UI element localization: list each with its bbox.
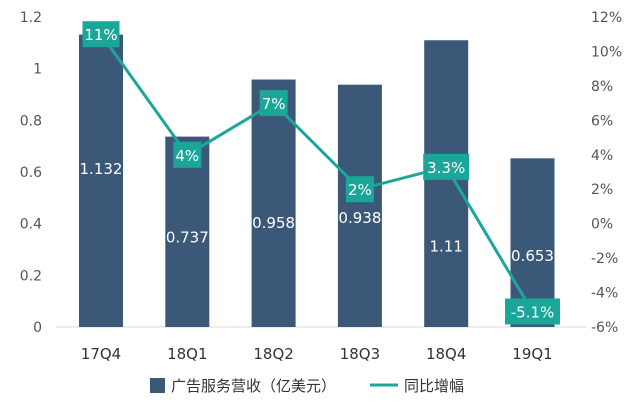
right-tick-label: 12% [591, 10, 622, 26]
left-tick-label: 0.2 [20, 268, 42, 284]
bar [79, 34, 123, 328]
legend: 广告服务营收（亿美元） 同比增幅 [150, 377, 464, 395]
legend-bar-label: 广告服务营收（亿美元） [171, 377, 336, 395]
bar-data-label: 0.737 [166, 229, 209, 247]
left-tick-label: 1 [33, 62, 42, 78]
x-tick-label: 18Q2 [253, 345, 293, 363]
right-tick-label: -2% [591, 251, 618, 267]
line-data-labels: 11% 4% 7% 2% 3.3% -5.1% [82, 21, 560, 325]
x-tick-label: 19Q1 [512, 345, 552, 363]
bar-data-label: 1.132 [80, 160, 123, 178]
x-tick-label: 18Q1 [167, 345, 207, 363]
legend-bar-swatch [150, 378, 165, 393]
bar-data-label: 1.11 [429, 238, 462, 256]
right-axis: -6% -4% -2% 0% 2% 4% 6% 8% 10% 12% [591, 10, 622, 336]
left-tick-label: 0.4 [20, 217, 42, 233]
growth-line [99, 33, 534, 313]
left-tick-label: 0.8 [20, 113, 42, 129]
line-series [99, 33, 534, 313]
line-label-box [345, 176, 374, 203]
left-tick-label: 1.2 [20, 10, 42, 26]
line-label-text: 4% [175, 147, 199, 165]
bar [165, 136, 210, 327]
bar-data-label: 0.958 [252, 214, 295, 232]
x-axis-ticks: 17Q4 18Q1 18Q2 18Q3 18Q4 19Q1 [81, 345, 553, 363]
bar-series [79, 34, 555, 328]
line-label-box [259, 90, 288, 117]
right-tick-label: 4% [591, 148, 613, 164]
left-tick-label: 0.6 [20, 165, 42, 181]
bar-data-labels: 1.132 0.737 0.958 0.938 1.11 0.653 [80, 160, 554, 265]
line-data-label: 11% [82, 21, 120, 48]
bar-data-label: 0.653 [511, 247, 554, 265]
line-data-label: 4% [173, 141, 202, 168]
line-label-box [505, 298, 560, 325]
line-data-label: 7% [259, 90, 288, 117]
bar [251, 79, 296, 328]
bar [424, 40, 469, 327]
line-label-text: 11% [84, 26, 117, 44]
line-data-label: -5.1% [505, 298, 560, 325]
x-tick-label: 18Q4 [426, 345, 466, 363]
legend-line-label: 同比增幅 [404, 377, 464, 395]
left-tick-label: 0 [33, 320, 42, 336]
right-tick-label: 6% [591, 113, 613, 129]
right-tick-label: -4% [591, 286, 618, 302]
right-tick-label: 0% [591, 217, 613, 233]
right-tick-label: 8% [591, 79, 613, 95]
line-data-label: 3.3% [423, 153, 470, 180]
x-tick-label: 18Q3 [340, 345, 380, 363]
line-data-label: 2% [345, 176, 374, 203]
right-tick-label: 2% [591, 182, 613, 198]
line-label-text: 2% [348, 181, 372, 199]
bar [337, 84, 382, 327]
right-tick-label: -6% [591, 320, 618, 336]
line-label-box [173, 141, 202, 168]
right-tick-label: 10% [591, 44, 622, 60]
x-tick-label: 17Q4 [81, 345, 121, 363]
line-label-text: 7% [262, 95, 286, 113]
left-axis: 0 0.2 0.4 0.6 0.8 1 1.2 [20, 10, 42, 336]
line-label-box [423, 153, 470, 180]
bar-data-label: 0.938 [338, 209, 381, 227]
line-label-text: 3.3% [427, 159, 465, 177]
line-label-text: -5.1% [511, 304, 555, 322]
line-label-box [82, 21, 120, 48]
